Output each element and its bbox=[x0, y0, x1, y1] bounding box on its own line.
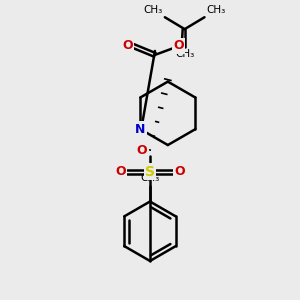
Text: O: O bbox=[122, 40, 133, 52]
Text: CH₃: CH₃ bbox=[144, 5, 163, 15]
Text: O: O bbox=[137, 143, 147, 157]
Text: S: S bbox=[145, 165, 155, 179]
Text: O: O bbox=[173, 40, 184, 52]
Text: O: O bbox=[174, 165, 185, 178]
Text: CH₃: CH₃ bbox=[206, 5, 226, 15]
Text: CH₃: CH₃ bbox=[140, 173, 160, 183]
Text: O: O bbox=[115, 165, 126, 178]
Text: N: N bbox=[135, 123, 146, 136]
Text: CH₃: CH₃ bbox=[175, 49, 194, 59]
